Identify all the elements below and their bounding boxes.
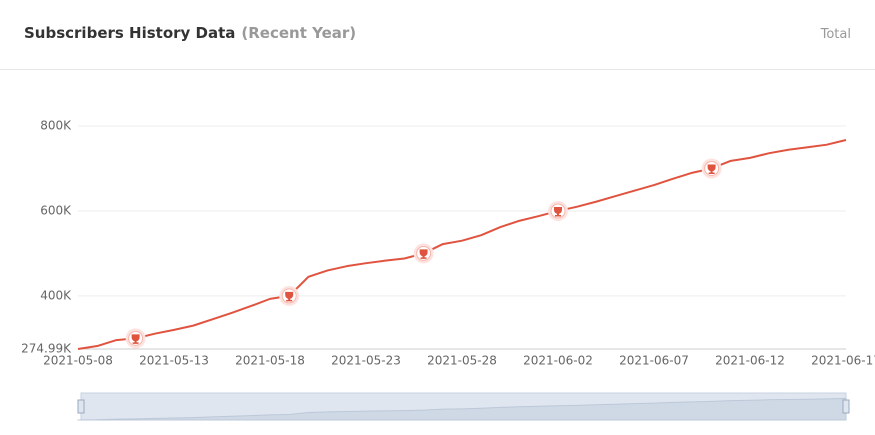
x-tick-label: 2021-05-08 [43,354,113,368]
data-line [77,139,847,350]
slider-area [77,397,847,421]
x-tick-label: 2021-06-12 [715,354,785,368]
trophy-icon [707,164,716,174]
header: Subscribers History Data (Recent Year) To… [0,0,875,70]
milestone-marker [125,328,146,349]
x-tick-label: 2021-05-18 [235,354,305,368]
title-text: Subscribers History Data [24,24,236,42]
x-tick-label: 2021-06-07 [619,354,689,368]
subtitle: (Recent Year) [241,24,357,42]
milestone-marker [279,285,300,306]
milestone-marker [413,243,434,264]
title: Subscribers History Data (Recent Year) [24,24,356,42]
slider-handle[interactable] [842,399,850,414]
x-tick-label: 2021-06-02 [523,354,593,368]
chart: 274.99K 400K 600K 800K 2021-05-08 2021-05-13 2… [21,119,875,421]
milestone-marker [701,158,722,179]
trophy-icon [285,291,294,302]
y-tick-label: 400K [40,288,72,302]
x-tick-label: 2021-05-23 [331,354,401,368]
slider-handle[interactable] [77,399,85,414]
trophy-icon [554,206,562,217]
x-tick-label: 2021-05-28 [427,354,497,368]
y-tick-label: 600K [40,203,72,217]
x-tick-label: 2021-05-13 [139,354,209,368]
x-tick-label: 2021-06-17 [811,354,875,368]
milestone-marker [548,200,568,221]
y-tick-label: 800K [40,119,72,133]
total-button[interactable]: Total [820,27,851,42]
trophy-icon [419,249,428,259]
trophy-icon [131,334,140,344]
y-tick-label: 274.99K [21,342,72,356]
